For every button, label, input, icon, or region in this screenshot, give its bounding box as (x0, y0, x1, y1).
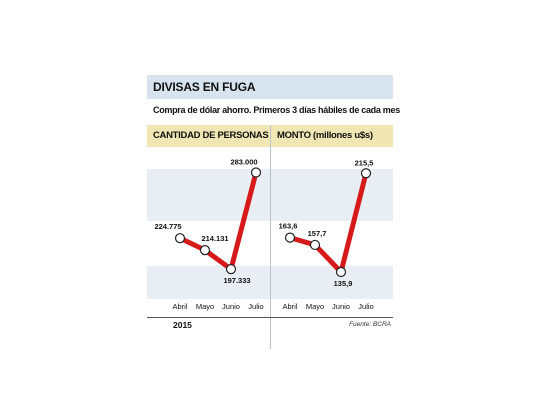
data-label: 135,9 (334, 279, 353, 288)
plot-band (147, 266, 270, 299)
data-point (309, 239, 321, 251)
data-point (199, 245, 211, 256)
data-point (225, 263, 237, 275)
series-line (177, 170, 259, 272)
panel-divider (270, 125, 271, 349)
data-label: 283.000 (230, 158, 257, 167)
data-point (284, 232, 296, 243)
data-label: 224.775 (154, 222, 181, 231)
title-bar: DIVISAS EN FUGA (147, 75, 393, 99)
x-tick-label: Junio (332, 302, 350, 311)
x-tick-label: Julio (358, 302, 373, 311)
data-label: 163,6 (279, 222, 298, 231)
panel-title-monto: MONTO (millones u$s) (277, 130, 373, 141)
year-label: 2015 (173, 320, 192, 330)
chart-personas: 224.775 Abril 214.131 Mayo 197.333 Junio 283.0… (147, 158, 270, 311)
chart-card: DIVISAS EN FUGA Compra de dólar ahorro. … (147, 75, 400, 349)
data-label: 197.333 (223, 276, 250, 285)
data-label: 214.131 (201, 234, 228, 243)
charts-area: 224.775 Abril 214.131 Mayo 197.333 Junio 283.0… (147, 158, 393, 311)
data-point (174, 233, 186, 244)
chart-subtitle: Compra de dólar ahorro. Primeros 3 días … (153, 105, 400, 115)
plot-band (271, 169, 393, 221)
x-tick-label: Mayo (306, 302, 324, 311)
data-label: 157,7 (308, 229, 327, 238)
x-tick-label: Abril (282, 302, 297, 311)
data-label: 215,5 (355, 158, 374, 167)
x-tick-label: Abril (172, 302, 187, 311)
chart-title: DIVISAS EN FUGA (153, 80, 256, 94)
x-tick-label: Julio (248, 302, 263, 311)
x-tick-label: Junio (222, 302, 240, 311)
series-line (287, 170, 369, 275)
data-point (335, 266, 347, 278)
chart-monto: 163,6 Abril 157,7 Mayo 135,9 Junio 215,5 Julio (271, 158, 393, 311)
x-tick-label: Mayo (196, 302, 214, 311)
panel-title-personas: CANTIDAD DE PERSONAS (153, 130, 269, 141)
data-point (250, 167, 262, 178)
plot-band (271, 266, 393, 299)
panel-header-personas: CANTIDAD DE PERSONAS (147, 125, 270, 147)
source-label: Fuente: BCRA (349, 321, 391, 328)
data-point (360, 168, 372, 179)
panel-header-monto: MONTO (millones u$s) (271, 125, 393, 147)
footer-line (147, 317, 393, 318)
